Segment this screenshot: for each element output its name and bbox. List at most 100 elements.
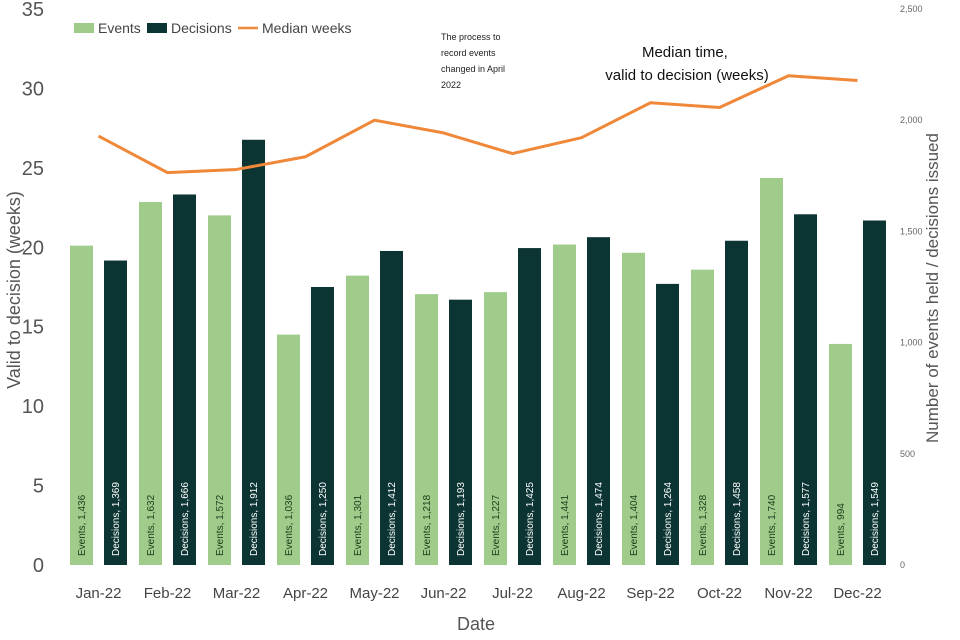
y-tick-left: 30 (22, 78, 44, 100)
bar-events (277, 334, 300, 565)
bars-group (70, 139, 886, 566)
bar-events (70, 245, 93, 565)
bar-decisions (518, 248, 541, 565)
legend: Events Decisions Median weeks (74, 20, 352, 36)
bar-decisions (104, 260, 127, 565)
y-tick-right: 2,500 (900, 4, 923, 14)
legend-label-decisions: Decisions (171, 20, 232, 36)
left-axis-ticks: 0 5 10 15 20 25 30 35 (22, 0, 44, 577)
y-axis-label-right: Number of events held / decisions issued (923, 133, 942, 443)
bar-events (208, 215, 231, 565)
bar-label-events: Events, 1,404 (629, 494, 640, 556)
bar-labels-group: Events, 1,436 Decisions, 1,369 Events, 1,6… (77, 482, 881, 556)
y-tick-right: 1,500 (900, 226, 923, 236)
bar-decisions (380, 250, 403, 566)
bar-label-events: Events, 1,036 (284, 494, 295, 556)
bar-label-decisions: Decisions, 1,912 (249, 482, 260, 556)
x-tick: Feb-22 (144, 585, 192, 602)
note-line-4: 2022 (441, 80, 461, 90)
note-line-3: changed in April (441, 64, 505, 74)
y-tick-left: 0 (33, 555, 44, 577)
legend-label-median-weeks: Median weeks (262, 20, 352, 36)
median-annotation-line-2: valid to decision (weeks) (605, 67, 768, 84)
bar-label-decisions: Decisions, 1,425 (525, 482, 536, 556)
y-tick-right: 500 (900, 449, 915, 459)
x-tick: Dec-22 (833, 585, 881, 602)
bar-events (691, 269, 714, 565)
median-weeks-line (97, 74, 858, 175)
legend-swatch-events (74, 23, 94, 33)
bar-decisions (863, 220, 886, 566)
x-tick: Nov-22 (764, 585, 812, 602)
bar-decisions (173, 194, 196, 565)
y-tick-left: 10 (22, 396, 44, 418)
bar-label-decisions: Decisions, 1,412 (387, 482, 398, 556)
bar-decisions (587, 237, 610, 565)
x-tick: May-22 (349, 585, 399, 602)
bar-events (622, 252, 645, 565)
x-tick: Jul-22 (492, 585, 533, 602)
y-tick-right: 1,000 (900, 338, 923, 348)
bar-label-events: Events, 1,436 (77, 494, 88, 556)
bar-decisions (311, 287, 334, 565)
bar-decisions (242, 139, 265, 566)
bar-label-events: Events, 1,441 (560, 494, 571, 556)
median-line-group (97, 74, 858, 175)
x-tick: Sep-22 (626, 585, 674, 602)
bar-label-events: Events, 1,328 (698, 494, 709, 556)
bar-label-events: Events, 1,218 (422, 494, 433, 556)
x-tick: Jan-22 (76, 585, 122, 602)
bar-label-decisions: Decisions, 1,474 (594, 482, 605, 556)
median-annotation-line-1: Median time, (642, 44, 728, 61)
bar-label-events: Events, 1,572 (215, 494, 226, 556)
x-axis-ticks: Jan-22 Feb-22 Mar-22 Apr-22 May-22 Jun-22 Jul-… (76, 585, 882, 602)
bar-decisions (656, 283, 679, 565)
y-tick-left: 25 (22, 158, 44, 180)
legend-swatch-decisions (147, 23, 167, 33)
x-axis-label: Date (457, 614, 495, 634)
bar-events (484, 292, 507, 565)
legend-label-events: Events (98, 20, 141, 36)
note-line-1: The process to (441, 32, 501, 42)
right-axis-ticks: 0 500 1,000 1,500 2,000 2,500 (900, 4, 923, 570)
bar-label-decisions: Decisions, 1,549 (870, 482, 881, 556)
y-tick-left: 15 (22, 317, 44, 339)
bar-events (553, 244, 576, 565)
x-tick: Mar-22 (213, 585, 261, 602)
x-tick: Aug-22 (557, 585, 605, 602)
bar-decisions (725, 240, 748, 566)
median-annotation: Median time, valid to decision (weeks) (605, 44, 768, 84)
bar-decisions (449, 299, 472, 565)
bar-label-events: Events, 1,632 (146, 494, 157, 556)
bar-events (829, 343, 852, 565)
bar-label-events: Events, 1,227 (491, 494, 502, 556)
note-line-2: record events (441, 48, 496, 58)
bar-decisions (794, 214, 817, 565)
bar-label-decisions: Decisions, 1,193 (456, 482, 467, 556)
y-axis-label-left: Valid to decision (weeks) (4, 191, 24, 389)
bar-label-decisions: Decisions, 1,666 (180, 482, 191, 556)
bar-label-decisions: Decisions, 1,369 (111, 482, 122, 556)
bar-events (346, 275, 369, 565)
bar-label-decisions: Decisions, 1,577 (801, 482, 812, 556)
bar-label-events: Events, 1,301 (353, 494, 364, 556)
bar-events (760, 178, 783, 566)
x-tick: Oct-22 (697, 585, 742, 602)
y-tick-left: 35 (22, 0, 44, 21)
y-tick-left: 20 (22, 237, 44, 259)
x-tick: Apr-22 (283, 585, 328, 602)
bar-events (139, 202, 162, 565)
process-change-note: The process to record events changed in … (441, 32, 508, 90)
bar-label-events: Events, 1,740 (767, 494, 778, 556)
bar-label-decisions: Decisions, 1,458 (732, 482, 743, 556)
bar-events (415, 294, 438, 565)
bar-label-decisions: Decisions, 1,250 (318, 482, 329, 556)
y-tick-right: 2,000 (900, 115, 923, 125)
bar-label-decisions: Decisions, 1,264 (663, 482, 674, 556)
bar-label-events: Events, 994 (836, 503, 847, 556)
y-tick-left: 5 (33, 476, 44, 498)
y-tick-right: 0 (900, 560, 905, 570)
x-tick: Jun-22 (421, 585, 467, 602)
